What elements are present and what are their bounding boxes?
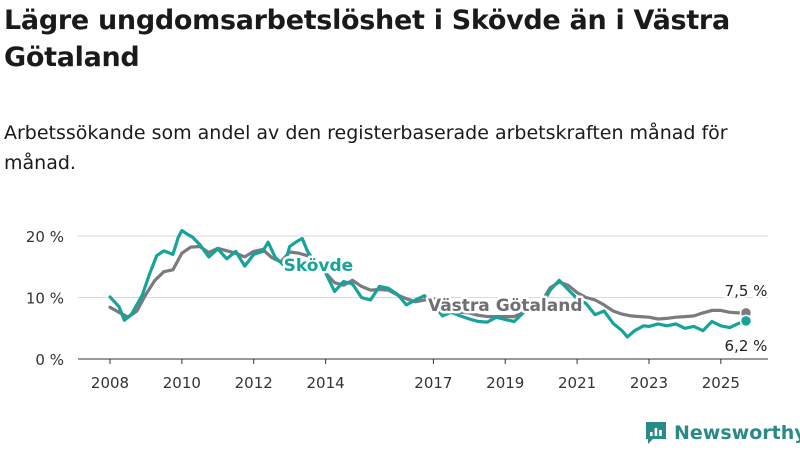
y-tick-label: 20 % xyxy=(26,228,64,246)
series-annotation-vg: Västra Götaland xyxy=(428,296,583,316)
x-tick-label: 2023 xyxy=(630,374,668,392)
x-tick-label: 2019 xyxy=(486,374,524,392)
x-tick-label: 2025 xyxy=(702,374,740,392)
y-tick-label: 10 % xyxy=(26,290,64,308)
chart-title: Lägre ungdomsarbetslöshet i Skövde än i … xyxy=(4,5,730,73)
x-tick-label: 2017 xyxy=(414,374,452,392)
x-tick-label: 2012 xyxy=(235,374,273,392)
x-tick-label: 2010 xyxy=(163,374,201,392)
newsworthy-chart-icon xyxy=(646,422,666,444)
end-marker-sk xyxy=(739,314,753,328)
y-tick-label: 0 % xyxy=(35,351,64,369)
chart-subtitle: Arbetssökande som andel av den registerb… xyxy=(4,122,728,174)
brand-name: Newsworthy xyxy=(674,422,800,444)
x-tick-label: 2008 xyxy=(91,374,129,392)
series-annotation-sk: Skövde xyxy=(284,256,354,276)
end-value-label-sk: 6,2 % xyxy=(725,337,768,355)
x-tick-label: 2014 xyxy=(306,374,344,392)
end-value-label-vg: 7,5 % xyxy=(725,282,768,300)
series-line-sk xyxy=(108,228,748,339)
brand-logo: Newsworthy xyxy=(644,418,800,448)
x-tick-label: 2021 xyxy=(558,374,596,392)
